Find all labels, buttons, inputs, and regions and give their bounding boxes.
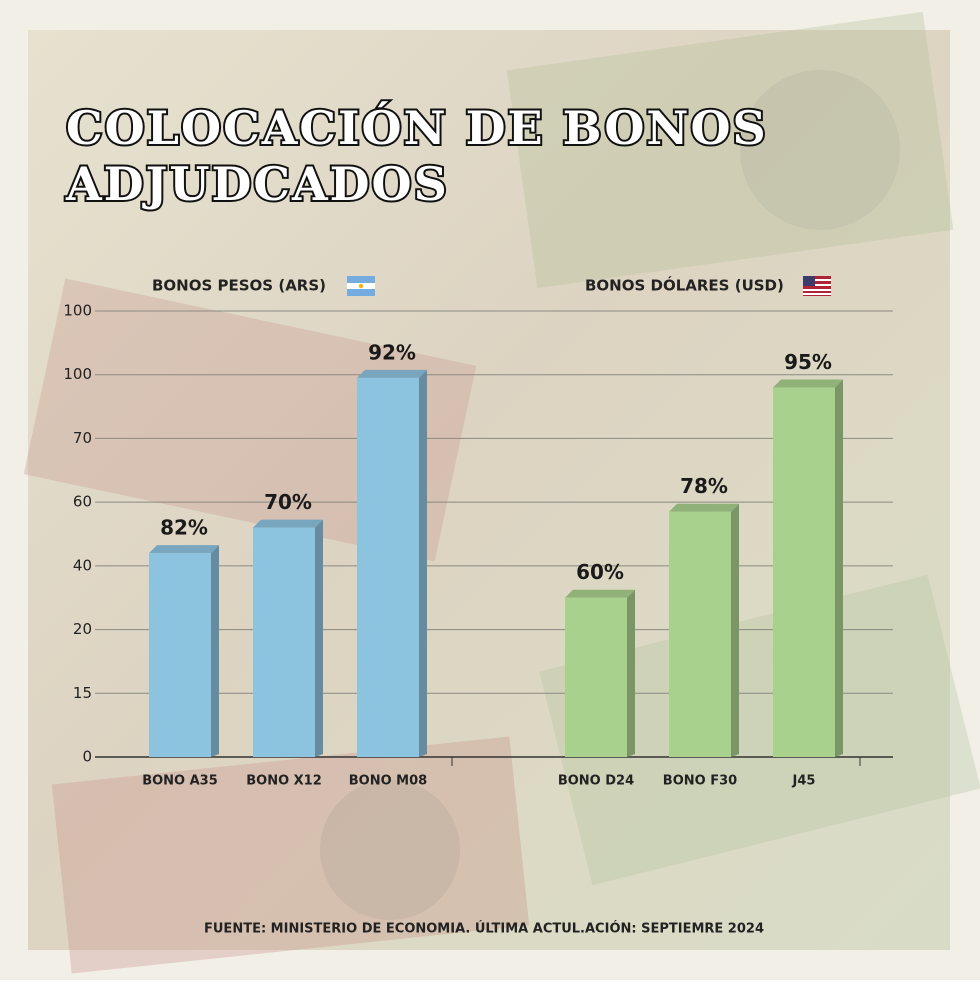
y-tick-label: 40 (73, 556, 92, 574)
data-label: 78% (680, 474, 728, 498)
data-label: 70% (264, 490, 312, 514)
y-tick-label: 20 (73, 620, 92, 638)
data-label: 95% (784, 350, 832, 374)
bar-side (211, 545, 219, 757)
bar (357, 377, 419, 757)
y-tick-label: 0 (82, 748, 92, 766)
bar-top (253, 519, 323, 528)
bar-side (835, 379, 843, 757)
bar-top (565, 589, 635, 598)
chart-title: ADJUDCADOS (65, 157, 449, 211)
flag-usa (803, 276, 831, 296)
y-tick-label: 70 (73, 429, 92, 447)
bar-top (773, 379, 843, 388)
flag-argentina (347, 276, 375, 296)
legend-label: BONOS DÓLARES (USD) (585, 276, 784, 295)
x-tick-label: BONO F30 (663, 774, 737, 789)
bar-side (315, 519, 323, 757)
chart-title: COLOCACIÓN DE BONOS (66, 100, 768, 155)
source-note: FUENTE: MINISTERIO DE ECONOMIA. ÚLTIMA A… (204, 921, 764, 937)
bar (149, 553, 211, 757)
x-tick-label: BONO X12 (246, 774, 322, 789)
x-tick-label: J45 (792, 774, 816, 789)
bar (773, 387, 835, 757)
y-tick-label: 60 (73, 493, 92, 511)
x-tick-label: BONO D24 (558, 774, 634, 789)
bar-side (731, 503, 739, 757)
y-tick-label: 100 (63, 365, 92, 383)
bar (669, 511, 731, 757)
bar (253, 527, 315, 757)
x-tick-label: BONO M08 (349, 774, 427, 789)
y-tick-label: 15 (73, 684, 92, 702)
legend-label: BONOS PESOS (ARS) (152, 277, 326, 295)
y-tick-label: 100 (63, 302, 92, 320)
bar (565, 597, 627, 757)
data-label: 60% (576, 560, 624, 584)
banknote-decoration (23, 11, 980, 974)
bar-side (419, 369, 427, 757)
bar-top (669, 503, 739, 512)
x-tick-label: BONO A35 (142, 774, 218, 789)
data-label: 82% (160, 516, 208, 540)
bar-side (627, 589, 635, 757)
data-label: 92% (368, 340, 416, 364)
bar-top (357, 369, 427, 378)
bar-top (149, 545, 219, 554)
